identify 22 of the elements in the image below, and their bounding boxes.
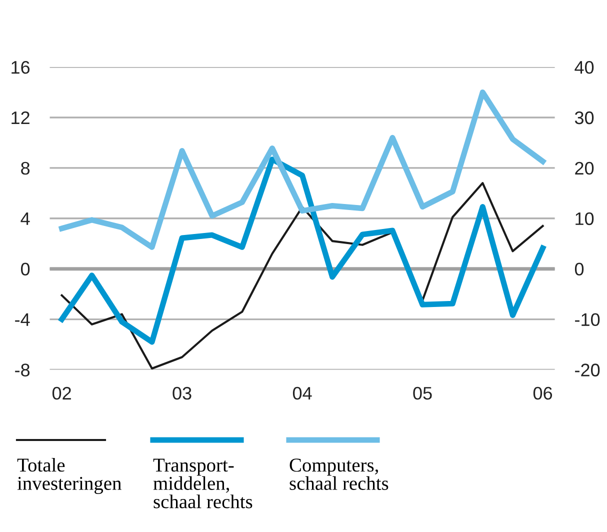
y-tick-label: 4: [20, 212, 30, 225]
y2-tick-label: 40: [574, 60, 594, 74]
y-tick-label: -4: [15, 313, 30, 326]
x-tick-label: 02: [52, 386, 71, 400]
y2-tick-label: 20: [575, 162, 594, 175]
x-tick-label: 06: [533, 386, 552, 400]
x-tick-label: 03: [172, 386, 192, 400]
y-tick-label: 16: [12, 60, 30, 74]
y-tick-label: 12: [12, 111, 30, 124]
y-tick-label: 8: [21, 162, 30, 175]
legend-label: Transport- middelen, schaal rechts: [153, 458, 252, 508]
y2-tick-label: 10: [576, 212, 594, 226]
y2-tick-label: -20: [575, 364, 600, 376]
y-tick-label: 0: [20, 262, 30, 276]
y2-tick-label: 30: [574, 111, 594, 124]
y2-tick-label: -10: [575, 313, 600, 326]
y-tick-label: -8: [15, 364, 30, 376]
x-tick-label: 04: [292, 386, 312, 400]
legend-label: Totale investeringen: [17, 458, 122, 494]
y2-tick-label: 0: [574, 262, 584, 276]
x-tick-label: 05: [413, 386, 432, 400]
legend-label: Computers, schaal rechts: [290, 458, 388, 490]
